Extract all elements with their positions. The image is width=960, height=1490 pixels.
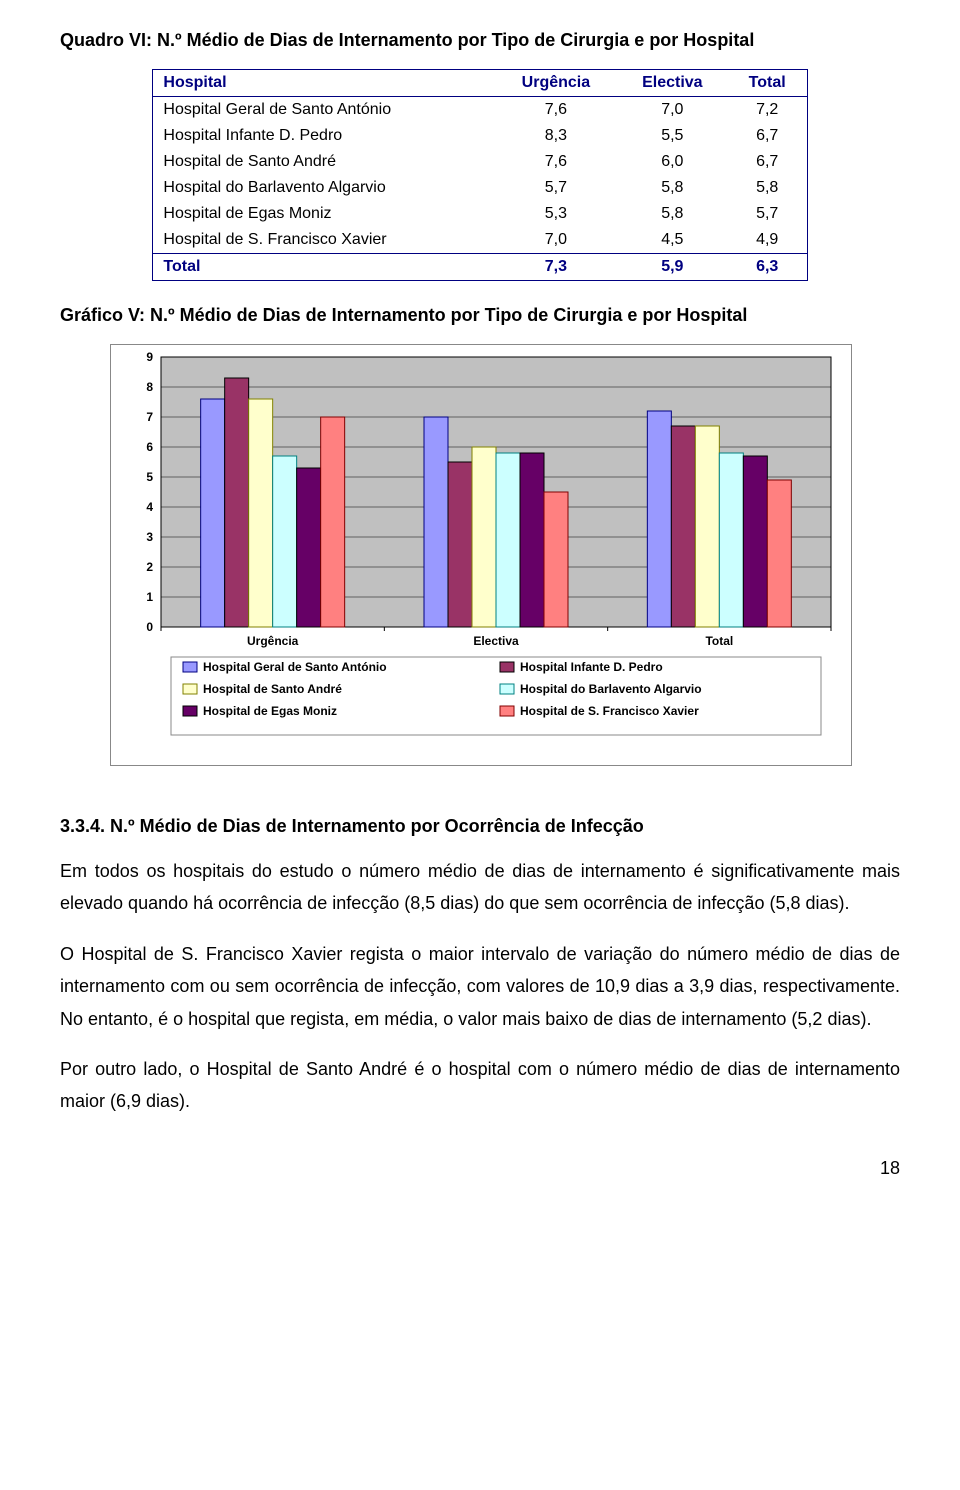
table-row: Hospital de Santo André7,66,06,7 (153, 149, 807, 175)
svg-text:9: 9 (146, 350, 153, 364)
svg-text:1: 1 (146, 590, 153, 604)
table-row: Hospital Infante D. Pedro8,35,56,7 (153, 123, 807, 149)
page-number: 18 (60, 1158, 900, 1179)
cell-value: 5,5 (617, 123, 728, 149)
svg-text:Urgência: Urgência (247, 634, 299, 648)
cell-value: 7,0 (495, 227, 617, 254)
total-value: 6,3 (728, 254, 807, 281)
col-hospital: Hospital (153, 70, 495, 97)
svg-text:Hospital de Santo André: Hospital de Santo André (203, 682, 342, 696)
total-value: 7,3 (495, 254, 617, 281)
row-label: Hospital de Santo André (153, 149, 495, 175)
row-label: Hospital do Barlavento Algarvio (153, 175, 495, 201)
paragraph-3: Por outro lado, o Hospital de Santo Andr… (60, 1053, 900, 1118)
cell-value: 5,3 (495, 201, 617, 227)
data-table: Hospital Urgência Electiva Total Hospita… (152, 69, 807, 281)
table-total-row: Total7,35,96,3 (153, 254, 807, 281)
cell-value: 5,7 (495, 175, 617, 201)
paragraph-2: O Hospital de S. Francisco Xavier regist… (60, 938, 900, 1035)
cell-value: 6,7 (728, 149, 807, 175)
svg-text:Total: Total (705, 634, 733, 648)
chart-container: 0 1 2 3 4 5 6 7 8 9 Urgência Electiva Total Hospital … (110, 344, 850, 766)
svg-text:Hospital Infante D. Pedro: Hospital Infante D. Pedro (520, 660, 663, 674)
svg-text:Electiva: Electiva (473, 634, 519, 648)
table-row: Hospital do Barlavento Algarvio5,75,85,8 (153, 175, 807, 201)
paragraph-1: Em todos os hospitais do estudo o número… (60, 855, 900, 920)
cell-value: 7,2 (728, 97, 807, 124)
cell-value: 6,7 (728, 123, 807, 149)
row-label: Hospital de S. Francisco Xavier (153, 227, 495, 254)
cell-value: 5,8 (617, 201, 728, 227)
svg-text:2: 2 (146, 560, 153, 574)
svg-text:4: 4 (146, 500, 153, 514)
col-total: Total (728, 70, 807, 97)
total-value: 5,9 (617, 254, 728, 281)
quadro-title: Quadro VI: N.º Médio de Dias de Internam… (60, 30, 900, 51)
table-row: Hospital de Egas Moniz5,35,85,7 (153, 201, 807, 227)
svg-text:Hospital de S. Francisco Xavie: Hospital de S. Francisco Xavier (520, 704, 699, 718)
row-label: Hospital Infante D. Pedro (153, 123, 495, 149)
svg-text:7: 7 (146, 410, 153, 424)
cell-value: 7,6 (495, 149, 617, 175)
svg-text:Hospital de Egas Moniz: Hospital de Egas Moniz (203, 704, 337, 718)
cell-value: 8,3 (495, 123, 617, 149)
svg-text:5: 5 (146, 470, 153, 484)
table-header-row: Hospital Urgência Electiva Total (153, 70, 807, 97)
col-electiva: Electiva (617, 70, 728, 97)
svg-text:6: 6 (146, 440, 153, 454)
cell-value: 5,8 (728, 175, 807, 201)
cell-value: 5,7 (728, 201, 807, 227)
svg-text:8: 8 (146, 380, 153, 394)
section-3-3-4-title: 3.3.4. N.º Médio de Dias de Internamento… (60, 816, 900, 837)
table-row: Hospital de S. Francisco Xavier7,04,54,9 (153, 227, 807, 254)
cell-value: 5,8 (617, 175, 728, 201)
bar-chart: 0 1 2 3 4 5 6 7 8 9 Urgência Electiva Total Hospital … (110, 344, 852, 766)
svg-text:Hospital do Barlavento Algarvi: Hospital do Barlavento Algarvio (520, 682, 702, 696)
row-label: Hospital Geral de Santo António (153, 97, 495, 124)
cell-value: 4,5 (617, 227, 728, 254)
col-urgencia: Urgência (495, 70, 617, 97)
grafico-title: Gráfico V: N.º Médio de Dias de Internam… (60, 305, 900, 326)
cell-value: 4,9 (728, 227, 807, 254)
total-label: Total (153, 254, 495, 281)
row-label: Hospital de Egas Moniz (153, 201, 495, 227)
cell-value: 7,6 (495, 97, 617, 124)
cell-value: 6,0 (617, 149, 728, 175)
svg-text:Hospital Geral de Santo Antóni: Hospital Geral de Santo António (203, 660, 387, 674)
svg-text:3: 3 (146, 530, 153, 544)
table-row: Hospital Geral de Santo António7,67,07,2 (153, 97, 807, 124)
cell-value: 7,0 (617, 97, 728, 124)
svg-text:0: 0 (146, 620, 153, 634)
